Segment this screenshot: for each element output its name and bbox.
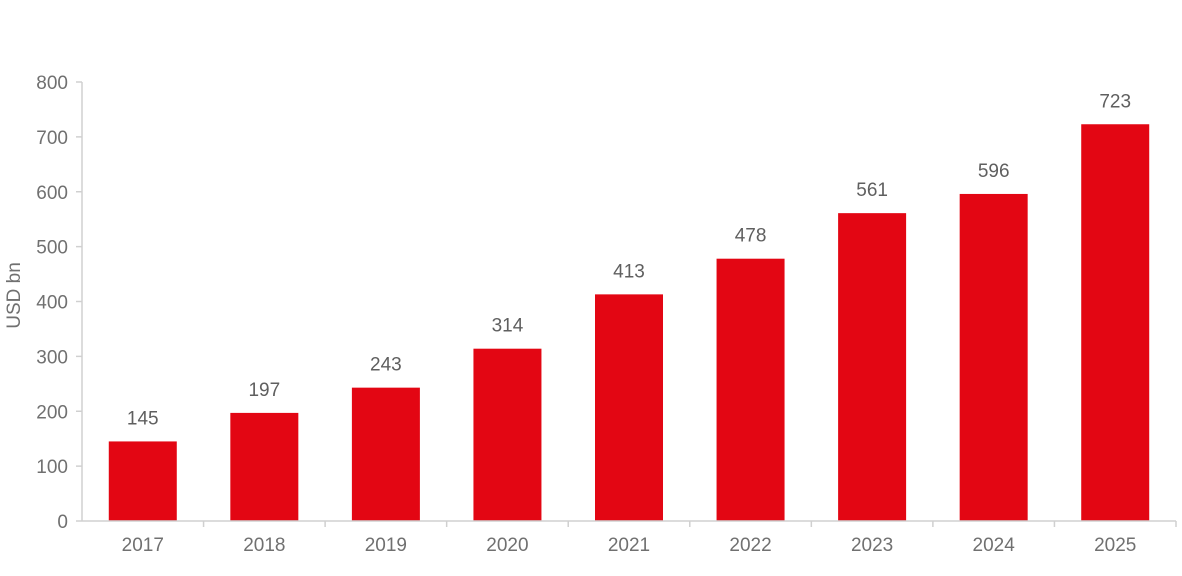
y-tick-label: 700 (36, 128, 68, 149)
data-labels: 145 197 243 314 413 478 561 596 723 (127, 91, 1131, 429)
x-axis-ticks: 2017 2018 2019 2020 2021 2022 2023 2024 2025 (122, 521, 1177, 556)
x-tick-label-2024: 2024 (973, 535, 1016, 556)
x-tick-label-2019: 2019 (365, 535, 407, 556)
bar-2023 (838, 213, 907, 521)
data-label-2023: 561 (856, 180, 888, 201)
x-tick-label-2017: 2017 (122, 535, 164, 556)
data-label-2024: 596 (978, 161, 1010, 182)
x-tick-label-2022: 2022 (729, 535, 771, 556)
data-label-2021: 413 (613, 261, 645, 282)
y-tick-label: 500 (36, 238, 68, 259)
data-label-2025: 723 (1099, 91, 1131, 112)
bar-2019 (351, 387, 420, 521)
y-axis-label: USD bn (4, 262, 25, 329)
x-tick-label-2021: 2021 (608, 535, 650, 556)
bars (108, 124, 1150, 521)
x-tick-label-2018: 2018 (243, 535, 285, 556)
x-tick-label-2025: 2025 (1094, 535, 1136, 556)
bar-2024 (959, 193, 1028, 521)
y-axis-ticks: 0 100 200 300 400 500 600 700 800 (36, 73, 82, 533)
x-tick-label-2020: 2020 (486, 535, 528, 556)
y-tick-label: 800 (36, 73, 68, 94)
bar-2020 (473, 348, 542, 521)
y-tick-label: 200 (36, 402, 68, 423)
y-tick-label: 0 (57, 512, 68, 533)
data-label-2020: 314 (492, 316, 524, 337)
data-label-2017: 145 (127, 408, 159, 429)
y-tick-label: 600 (36, 183, 68, 204)
bar-2025 (1081, 124, 1150, 521)
data-label-2022: 478 (735, 226, 767, 247)
y-tick-label: 300 (36, 347, 68, 368)
data-label-2019: 243 (370, 355, 402, 376)
data-label-2018: 197 (248, 380, 280, 401)
bar-2022 (716, 258, 785, 521)
x-tick-label-2023: 2023 (851, 535, 893, 556)
bar-2018 (230, 412, 299, 521)
y-tick-label: 400 (36, 293, 68, 314)
y-tick-label: 100 (36, 457, 68, 478)
bar-2021 (595, 294, 663, 521)
bar-2017 (108, 441, 177, 521)
